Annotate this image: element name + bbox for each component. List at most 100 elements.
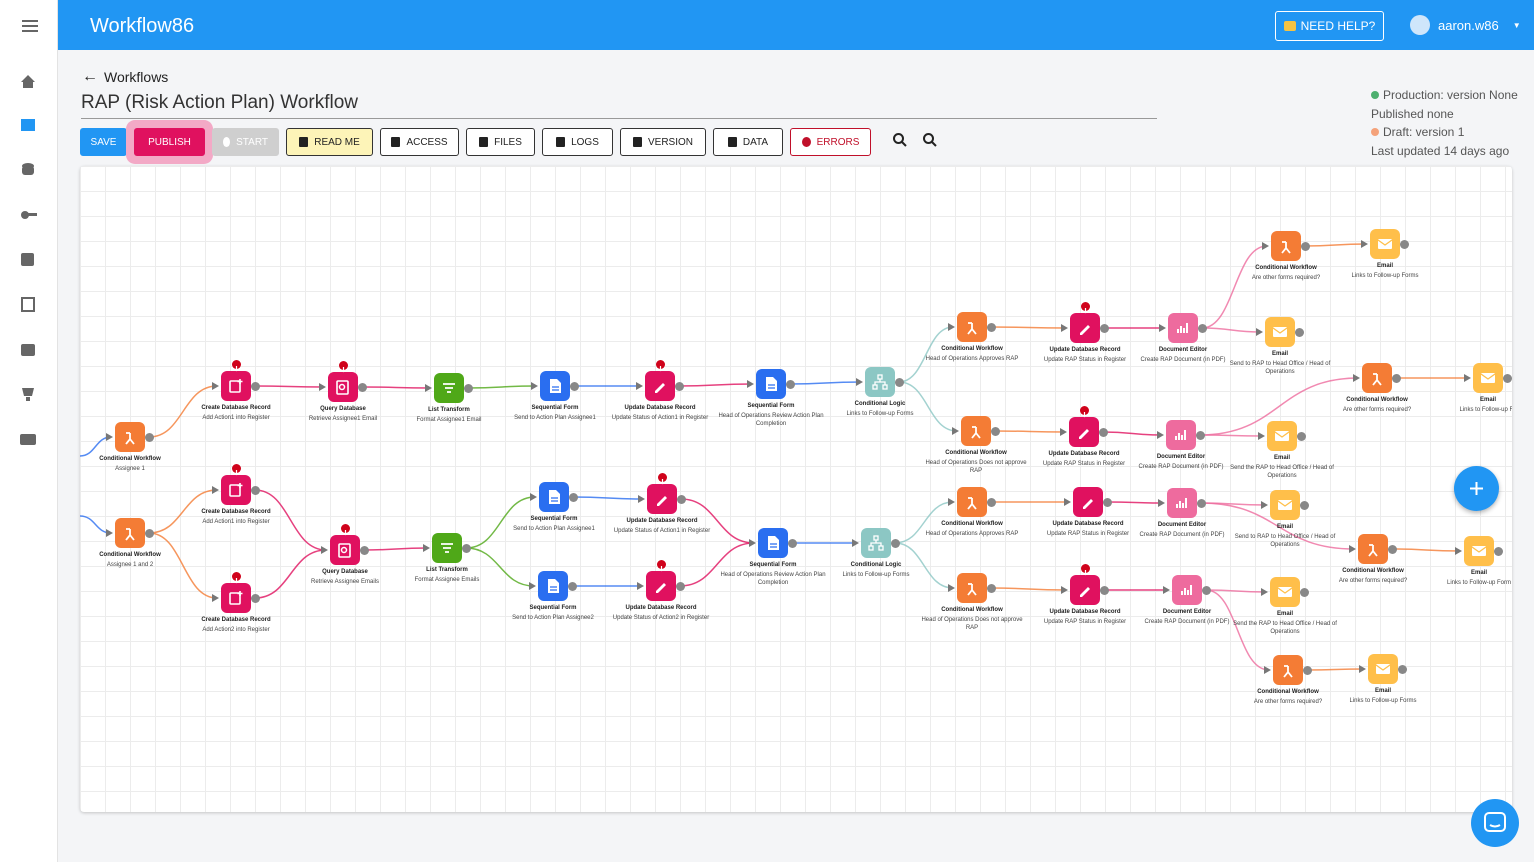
add-button[interactable] [1454, 466, 1499, 511]
workflow-node[interactable] [1167, 488, 1197, 518]
workflow-node[interactable] [115, 422, 145, 452]
node-subtitle: Create RAP Document (in PDF) [1138, 464, 1224, 470]
workflow-node[interactable] [1273, 655, 1303, 685]
status-line: Production: version None [1371, 86, 1518, 105]
workflow-node[interactable] [1267, 421, 1297, 451]
output-port [251, 381, 260, 391]
node-title: Update Database Record [1049, 609, 1121, 615]
zoom-in-button[interactable] [892, 132, 908, 152]
workflow-node[interactable] [115, 518, 145, 548]
zoom-out-button[interactable] [922, 132, 938, 152]
button-label: FILES [494, 136, 522, 148]
workflow-node[interactable] [1070, 313, 1100, 343]
workflow-node[interactable] [1464, 536, 1494, 566]
workflow-node[interactable] [539, 482, 569, 512]
toolbar-button[interactable]: DATA [713, 128, 783, 156]
edge [1102, 431, 1163, 436]
workflow-node[interactable] [434, 373, 464, 403]
node-icon [549, 490, 560, 504]
workflow-node[interactable] [1271, 231, 1301, 261]
chat-button[interactable] [1471, 799, 1519, 847]
toolbar-button[interactable]: VERSION [620, 128, 706, 156]
node-label: Document Editor Create RAP Document (in P… [1126, 453, 1236, 471]
workflow-node[interactable] [646, 571, 676, 601]
node-subtitle: Assignee 1 and 2 [106, 562, 154, 568]
workflow-node[interactable] [645, 371, 675, 401]
node-label: Conditional Workflow Assignee 1 [80, 455, 185, 473]
edge [361, 386, 431, 389]
input-arrow [948, 498, 955, 506]
workflow-node[interactable] [957, 573, 987, 603]
toolbar-button[interactable]: FILES [466, 128, 535, 156]
node-title: Email [1374, 688, 1391, 694]
workflow-node[interactable] [961, 416, 991, 446]
node-icon [967, 583, 977, 596]
input-arrow [1157, 431, 1164, 439]
workflow-node[interactable] [330, 535, 360, 565]
workflow-node[interactable] [328, 372, 358, 402]
node-label: Update Database Record Update RAP Status … [1030, 346, 1140, 364]
workflow-node[interactable] [865, 367, 895, 397]
toolbar-button[interactable]: ACCESS [380, 128, 459, 156]
node-subtitle: Send to Action Plan Assignee2 [512, 615, 594, 621]
toolbar-button[interactable]: READ ME [286, 128, 373, 156]
workflow-node[interactable] [1368, 654, 1398, 684]
edge [898, 381, 958, 432]
help-button[interactable]: NEED HELP? [1275, 11, 1384, 41]
toolbar-button[interactable]: PUBLISH [134, 128, 205, 156]
node-label: Conditional Workflow Head of Operations D… [921, 449, 1031, 475]
workflow-node[interactable] [538, 571, 568, 601]
status-line: Draft: version 1 [1371, 123, 1518, 142]
node-icon [125, 432, 135, 445]
toolbar-button[interactable]: START [212, 128, 279, 156]
workflow-node[interactable] [1270, 490, 1300, 520]
workflow-node[interactable] [1270, 577, 1300, 607]
input-arrow [1256, 328, 1263, 336]
output-port [987, 322, 996, 332]
workflow-node[interactable] [221, 583, 251, 613]
workflow-node[interactable] [221, 475, 251, 505]
workflow-node[interactable] [1358, 534, 1388, 564]
edge [1199, 434, 1264, 437]
workflow-node[interactable] [1473, 363, 1503, 393]
toolbar-button[interactable]: LOGS [542, 128, 613, 156]
workflow-node[interactable] [1265, 317, 1295, 347]
output-port [145, 432, 154, 442]
workflow-node[interactable] [1070, 575, 1100, 605]
brand[interactable]: Workflow86 [90, 15, 195, 37]
workflow-node[interactable] [540, 371, 570, 401]
node-icon [1368, 544, 1378, 557]
edge [1201, 245, 1268, 329]
breadcrumb[interactable]: ← Workflows [82, 68, 168, 86]
toolbar-button[interactable]: SAVE [80, 128, 127, 156]
node-title: Email [1470, 570, 1487, 576]
workflow-node[interactable] [1362, 363, 1392, 393]
node-title: Update Database Record [624, 405, 696, 411]
workflow-node[interactable] [756, 369, 786, 399]
edge [148, 385, 218, 438]
output-port [1197, 498, 1206, 508]
output-port [788, 538, 797, 548]
node-subtitle: Update Status of Action2 in Register [612, 615, 710, 621]
workflow-node[interactable] [1370, 229, 1400, 259]
workflow-title[interactable]: RAP (Risk Action Plan) Workflow [81, 92, 1157, 119]
workflow-node[interactable] [1168, 313, 1198, 343]
workflow-node[interactable] [1172, 575, 1202, 605]
workflow-node[interactable] [1073, 487, 1103, 517]
workflow-node[interactable] [861, 528, 891, 558]
edge [1199, 377, 1359, 436]
workflow-node[interactable] [647, 484, 677, 514]
workflow-node[interactable] [957, 312, 987, 342]
node-subtitle: Update RAP Status in Register [1043, 619, 1127, 625]
workflow-node[interactable] [758, 528, 788, 558]
workflow-node[interactable] [957, 487, 987, 517]
toolbar-button[interactable]: ERRORS [790, 128, 871, 156]
output-port [786, 379, 795, 389]
user-menu[interactable]: aaron.w86 ▼ [1410, 10, 1521, 40]
input-arrow [530, 493, 537, 501]
workflow-node[interactable] [1166, 420, 1196, 450]
button-icon [223, 137, 231, 147]
workflow-node[interactable] [432, 533, 462, 563]
workflow-node[interactable] [221, 371, 251, 401]
workflow-node[interactable] [1069, 417, 1099, 447]
